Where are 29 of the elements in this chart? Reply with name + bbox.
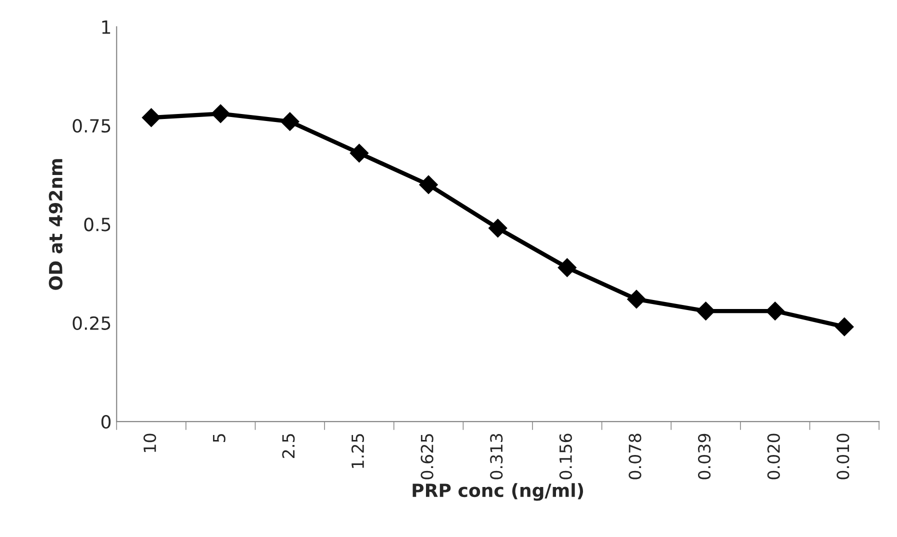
y-tick-label: 1: [102, 20, 110, 34]
y-tick-label: 0.5: [84, 218, 110, 232]
y-tick-label: 0.25: [72, 316, 110, 330]
x-tick-label: 0.078: [628, 434, 642, 480]
point: [350, 144, 369, 163]
point: [696, 302, 716, 320]
x-tick-label: 5: [213, 434, 226, 442]
y-tick-label: 0: [101, 415, 111, 429]
point: [142, 108, 161, 127]
point: [835, 317, 854, 336]
point: [211, 104, 230, 124]
y-tick-label: 0.75: [72, 118, 110, 133]
point: [766, 302, 784, 320]
x-tick-label: 0.313: [490, 434, 503, 480]
point: [419, 175, 438, 194]
y-axis-title: OD at 492nm: [48, 159, 62, 290]
x-tick-label: 0.039: [698, 434, 711, 480]
x-tick-label: 1.25: [351, 434, 364, 468]
point: [627, 290, 646, 309]
x-tick-label: 0.010: [836, 434, 850, 480]
point: [488, 218, 508, 238]
x-tick-label: 0.156: [559, 434, 572, 480]
x-tick-label: 0.625: [420, 434, 434, 480]
x-tick-label: 2.5: [282, 434, 295, 458]
point: [280, 112, 300, 131]
x-tick-label: 0.020: [767, 434, 780, 480]
x-tick-label: 10: [143, 434, 156, 452]
x-axis-title: PRP conc (ng/ml): [412, 483, 584, 501]
point: [558, 258, 577, 277]
